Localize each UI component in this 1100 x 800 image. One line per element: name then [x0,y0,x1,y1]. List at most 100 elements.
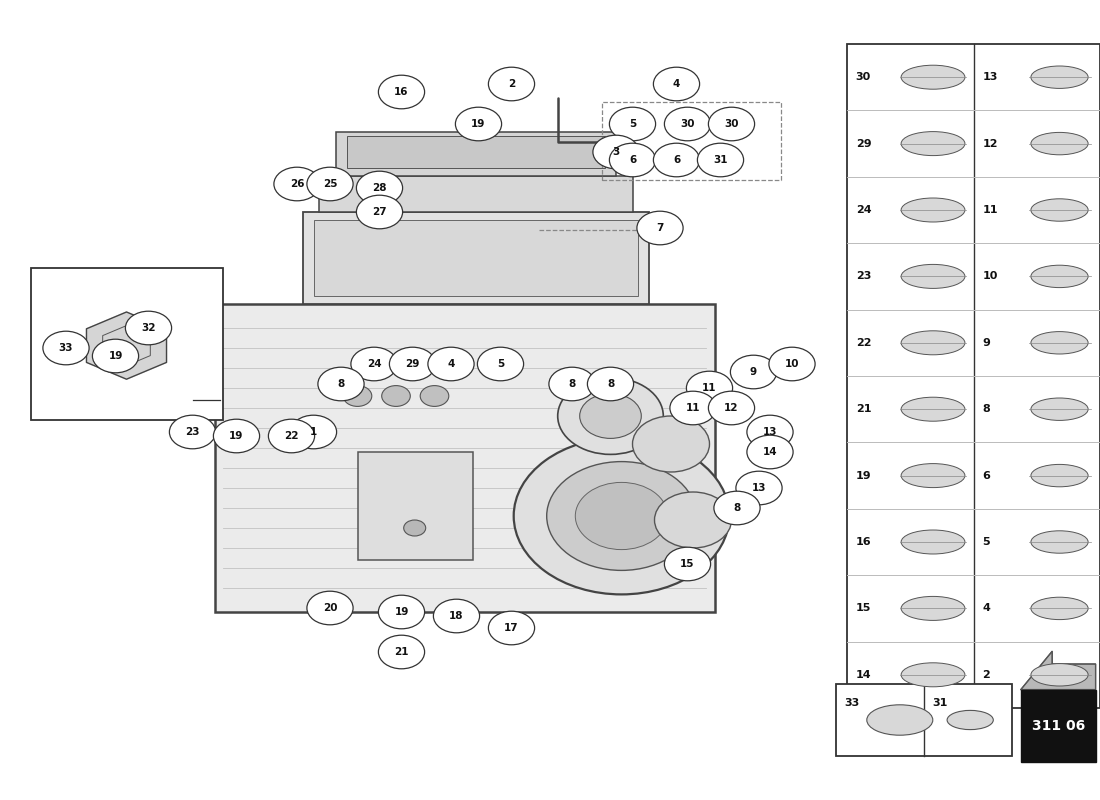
Ellipse shape [901,66,965,90]
Ellipse shape [1031,531,1088,554]
Text: 15: 15 [680,559,695,569]
Ellipse shape [901,530,965,554]
Circle shape [708,107,755,141]
Text: 13: 13 [982,72,998,82]
Text: 31: 31 [713,155,728,165]
Ellipse shape [867,705,933,735]
Circle shape [497,614,526,634]
Text: 9: 9 [750,367,757,377]
Text: 2: 2 [508,79,515,89]
Text: 8: 8 [569,379,575,389]
Circle shape [637,211,683,245]
Circle shape [587,367,634,401]
Text: 14: 14 [762,447,778,457]
Ellipse shape [1031,66,1088,89]
Circle shape [213,419,260,453]
Ellipse shape [901,662,965,686]
Text: 21: 21 [394,647,409,657]
Ellipse shape [901,398,965,421]
Bar [214,304,715,612]
Ellipse shape [901,331,965,355]
Text: 30: 30 [680,119,695,129]
Text: 13: 13 [751,483,767,493]
Text: 2: 2 [982,670,990,680]
Ellipse shape [1031,198,1088,222]
Text: 6: 6 [982,470,990,481]
Text: 8: 8 [338,379,344,389]
Circle shape [488,611,535,645]
Text: 28: 28 [372,183,387,193]
Polygon shape [1021,651,1096,690]
Text: 5: 5 [497,359,504,369]
Bar [302,212,649,304]
Text: 25: 25 [322,179,338,189]
Circle shape [686,371,733,405]
Bar [847,44,1100,708]
Text: 5: 5 [629,119,636,129]
Circle shape [356,195,403,229]
Circle shape [343,386,372,406]
Circle shape [593,135,639,169]
Circle shape [488,67,535,101]
Circle shape [632,416,710,472]
Circle shape [653,67,700,101]
Text: 4: 4 [448,359,454,369]
Text: 33: 33 [58,343,74,353]
Circle shape [654,492,732,548]
Text: 13: 13 [762,427,778,437]
Text: 1: 1 [310,427,317,437]
Text: 4: 4 [982,603,990,614]
Circle shape [125,311,172,345]
Text: 21: 21 [856,404,871,414]
Bar [358,452,473,560]
Text: 26: 26 [289,179,305,189]
Text: 10: 10 [982,271,998,282]
Ellipse shape [1031,133,1088,155]
Text: 30: 30 [724,119,739,129]
Circle shape [714,491,760,525]
Circle shape [378,75,425,109]
Text: 24: 24 [856,205,871,215]
Text: 33: 33 [845,698,860,709]
Ellipse shape [901,464,965,488]
Ellipse shape [901,597,965,621]
Circle shape [307,591,353,625]
Circle shape [653,143,700,177]
Text: 27: 27 [372,207,387,217]
Polygon shape [87,312,166,379]
Ellipse shape [1031,265,1088,288]
Text: 14: 14 [856,670,871,680]
Ellipse shape [947,710,993,730]
Circle shape [43,331,89,365]
Bar [346,136,605,168]
Circle shape [378,635,425,669]
Circle shape [404,520,426,536]
Bar [319,176,632,212]
Circle shape [514,438,729,594]
Circle shape [747,415,793,449]
Text: 6: 6 [673,155,680,165]
Circle shape [580,394,641,438]
Circle shape [455,107,502,141]
Text: 10: 10 [784,359,800,369]
Circle shape [575,482,668,550]
Text: 3: 3 [613,147,619,157]
Text: 16: 16 [856,537,871,547]
Text: 17: 17 [504,623,519,633]
Text: 8: 8 [734,503,740,513]
Ellipse shape [1031,664,1088,686]
Text: 19: 19 [856,470,871,481]
Circle shape [290,415,337,449]
Bar [314,220,638,296]
Ellipse shape [1031,597,1088,619]
Circle shape [747,435,793,469]
Text: 24: 24 [366,359,382,369]
Ellipse shape [901,198,965,222]
Circle shape [558,378,663,454]
Circle shape [664,547,711,581]
Circle shape [92,339,139,373]
Circle shape [356,171,403,205]
Circle shape [708,391,755,425]
Text: 15: 15 [856,603,871,614]
Circle shape [477,347,524,381]
